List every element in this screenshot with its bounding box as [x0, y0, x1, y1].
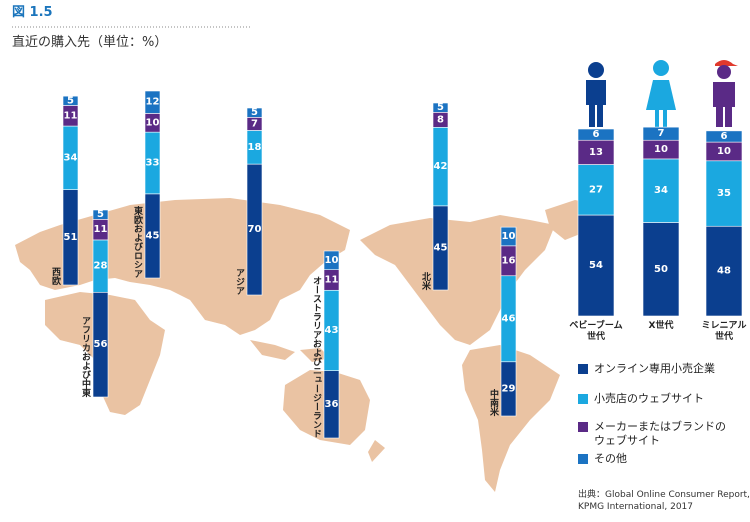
category-label: アフリカおよび中東	[80, 316, 91, 398]
legend-label: その他	[594, 452, 627, 465]
source: 出典：Global Online Consumer Report,	[578, 488, 750, 500]
value-label: 16	[502, 255, 516, 266]
category-label: オーストラリアおよびニュージーランド	[311, 276, 322, 438]
bar-segment	[705, 160, 743, 227]
category-label: ミレニアル世代	[701, 321, 747, 342]
value-label: 5	[251, 107, 258, 118]
legend-swatch	[578, 364, 588, 374]
category-label: 中南米	[488, 388, 500, 417]
value-label: 51	[64, 232, 78, 243]
bar-segment	[500, 226, 517, 247]
bar-segment	[144, 90, 161, 114]
value-label: 27	[589, 184, 603, 195]
value-label: 5	[437, 102, 444, 113]
value-label: 5	[67, 95, 74, 106]
value-label: 8	[437, 114, 444, 125]
value-label: 29	[502, 383, 516, 394]
value-label: 10	[654, 144, 668, 155]
bar-segment	[705, 225, 743, 317]
value-label: 7	[658, 128, 665, 139]
bar-segment	[577, 128, 615, 141]
legend-swatch	[578, 454, 588, 464]
figure-label: 図 1.5	[12, 5, 53, 20]
bar-segment	[577, 214, 615, 317]
bar-segment	[92, 209, 109, 220]
value-label: 5	[97, 209, 104, 220]
legend-swatch	[578, 422, 588, 432]
bar-segment	[62, 95, 79, 106]
category-label: X世代	[648, 321, 674, 331]
value-label: 70	[248, 224, 262, 235]
value-label: 10	[325, 255, 339, 266]
value-label: 12	[146, 97, 160, 108]
value-label: 13	[589, 147, 603, 158]
bar-segment	[432, 102, 449, 113]
bar-segment	[577, 139, 615, 165]
bar-segment	[577, 164, 615, 216]
value-label: 46	[502, 313, 516, 324]
category-label: 北米	[420, 271, 432, 291]
value-label: 35	[717, 188, 731, 199]
category-label: 西欧	[50, 267, 61, 286]
value-label: 34	[64, 152, 78, 163]
value-label: 10	[717, 146, 731, 157]
value-label: 7	[251, 118, 258, 129]
value-label: 6	[721, 131, 728, 142]
legend-item: その他	[578, 452, 736, 466]
chart-title: 直近の購入先（単位：%）	[12, 34, 167, 50]
legend-label: メーカーまたはブランドのウェブサイト	[594, 420, 726, 447]
value-label: 11	[64, 110, 78, 121]
value-label: 11	[325, 274, 339, 285]
value-label: 50	[654, 264, 668, 275]
value-label: 18	[248, 142, 262, 153]
bar-segment	[705, 130, 743, 143]
bar-segment	[642, 222, 680, 317]
value-label: 10	[146, 117, 160, 128]
icon-genx	[646, 60, 676, 128]
source: KPMG International, 2017	[578, 502, 693, 512]
bar-segment	[246, 107, 263, 118]
value-label: 48	[717, 266, 731, 277]
value-label: 45	[434, 242, 448, 253]
bar-segment	[642, 158, 680, 223]
value-label: 33	[146, 157, 160, 168]
value-label: 36	[325, 399, 339, 410]
category-label: アジア	[234, 268, 245, 295]
bar-segment	[642, 126, 680, 141]
value-label: 34	[654, 185, 668, 196]
legend-item: メーカーまたはブランドのウェブサイト	[578, 420, 736, 448]
legend-item: 小売店のウェブサイト	[578, 392, 736, 406]
value-label: 6	[593, 129, 600, 140]
legend-label: 小売店のウェブサイト	[594, 392, 704, 405]
category-label: ベビーブーム世代	[569, 321, 623, 342]
legend-item: オンライン専用小売企業	[578, 362, 736, 376]
value-label: 54	[589, 260, 603, 271]
category-label: 東欧およびロシア	[132, 205, 143, 278]
value-label: 28	[94, 261, 108, 272]
value-label: 42	[434, 161, 448, 172]
icon-boomer	[586, 62, 606, 127]
value-label: 43	[325, 325, 339, 336]
value-label: 11	[94, 224, 108, 235]
bar-segment	[323, 250, 340, 271]
legend-label: オンライン専用小売企業	[594, 362, 715, 375]
legend-swatch	[578, 394, 588, 404]
icon-millennial	[713, 60, 738, 127]
value-label: 45	[146, 230, 160, 241]
value-label: 56	[94, 339, 108, 350]
value-label: 10	[502, 231, 516, 242]
